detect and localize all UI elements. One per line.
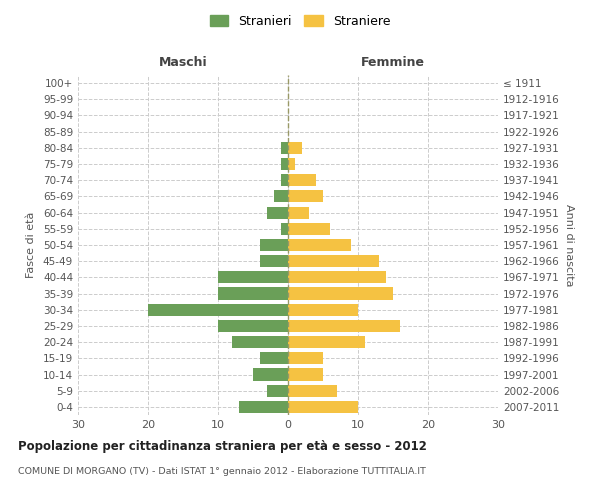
Bar [288, 288, 393, 300]
Bar [288, 272, 386, 283]
Bar [288, 158, 295, 170]
Text: Popolazione per cittadinanza straniera per età e sesso - 2012: Popolazione per cittadinanza straniera p… [18, 440, 427, 453]
Bar [288, 384, 337, 397]
Bar [218, 272, 288, 283]
Bar [288, 174, 316, 186]
Bar [288, 239, 351, 251]
Bar [218, 288, 288, 300]
Bar [288, 368, 323, 380]
Bar [288, 255, 379, 268]
Bar [288, 320, 400, 332]
Bar [239, 401, 288, 413]
Bar [281, 158, 288, 170]
Bar [267, 384, 288, 397]
Bar [260, 352, 288, 364]
Bar [260, 255, 288, 268]
Bar [281, 174, 288, 186]
Bar [288, 142, 302, 154]
Bar [288, 401, 358, 413]
Y-axis label: Fasce di età: Fasce di età [26, 212, 36, 278]
Bar [267, 206, 288, 218]
Bar [288, 352, 323, 364]
Bar [281, 222, 288, 235]
Bar [148, 304, 288, 316]
Legend: Stranieri, Straniere: Stranieri, Straniere [206, 11, 394, 32]
Text: Maschi: Maschi [158, 56, 208, 68]
Bar [288, 304, 358, 316]
Bar [218, 320, 288, 332]
Bar [232, 336, 288, 348]
Bar [288, 336, 365, 348]
Bar [288, 222, 330, 235]
Text: COMUNE DI MORGANO (TV) - Dati ISTAT 1° gennaio 2012 - Elaborazione TUTTITALIA.IT: COMUNE DI MORGANO (TV) - Dati ISTAT 1° g… [18, 468, 426, 476]
Text: Femmine: Femmine [361, 56, 425, 68]
Bar [288, 190, 323, 202]
Bar [260, 239, 288, 251]
Bar [274, 190, 288, 202]
Bar [288, 206, 309, 218]
Bar [281, 142, 288, 154]
Bar [253, 368, 288, 380]
Y-axis label: Anni di nascita: Anni di nascita [563, 204, 574, 286]
